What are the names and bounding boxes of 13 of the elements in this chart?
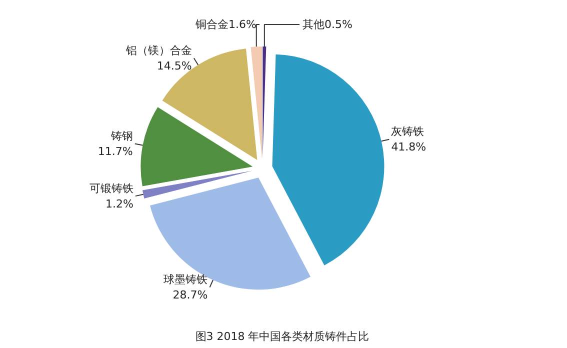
data-label: 14.5% [156, 59, 192, 72]
data-label: 11.7% [98, 145, 133, 158]
slice-label: 铸钢 [110, 129, 133, 142]
slice-label: 球墨铸铁 [164, 273, 208, 286]
data-label: 41.8% [391, 140, 426, 154]
data-label: 1.2% [106, 197, 134, 210]
slice-label: 铜合金1.6% [194, 18, 257, 32]
data-label: 28.7% [172, 288, 208, 302]
slice-label: 其他0.5% [302, 18, 352, 31]
slice-label: 铝（镁）合金 [124, 44, 192, 57]
text: 图3 2018 年中国各类材质铸件占比 [195, 330, 370, 343]
slice-label: 灰铸铁 [391, 125, 424, 138]
slice-label: 可锻铸铁 [89, 182, 134, 195]
